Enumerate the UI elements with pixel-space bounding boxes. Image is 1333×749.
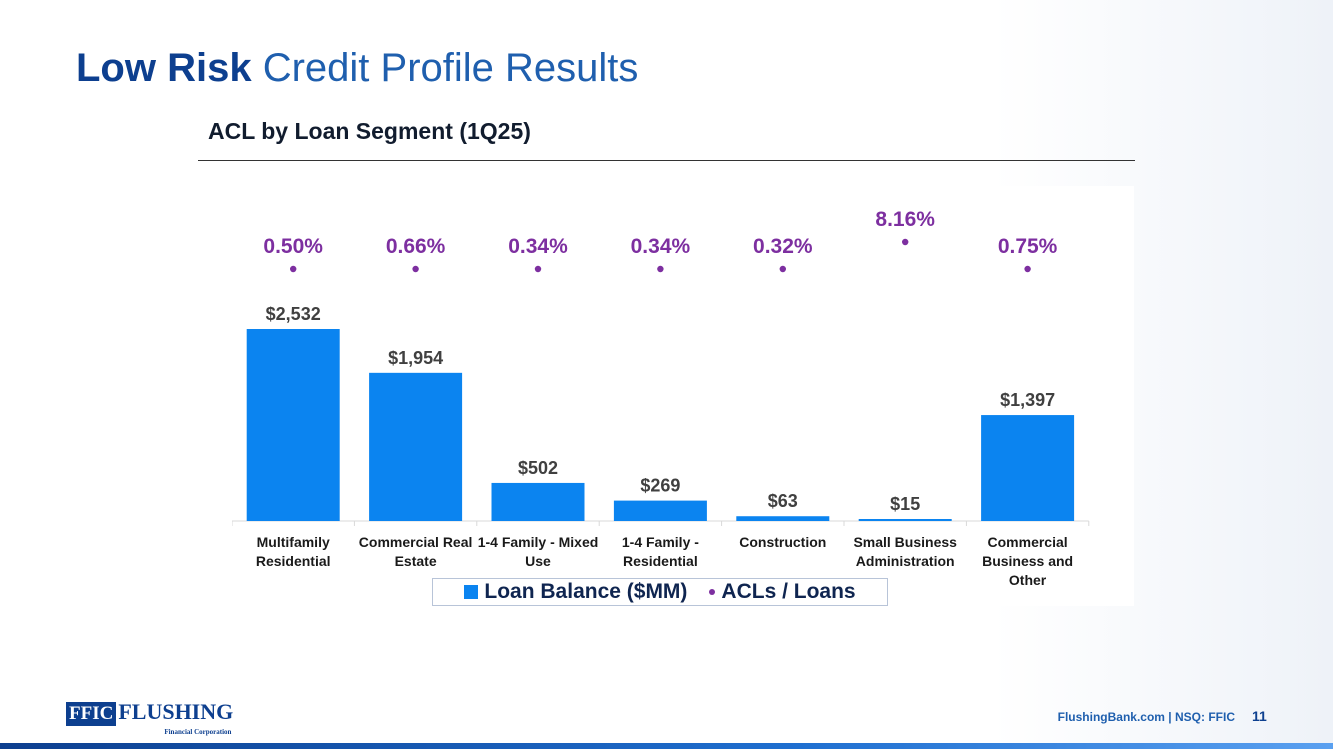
- bar-value-label: $1,954: [388, 348, 443, 368]
- chart-legend: Loan Balance ($MM) ACLs / Loans: [432, 578, 888, 606]
- logo-name: FLUSHING Financial Corporation: [118, 699, 234, 737]
- bar-value-label: $1,397: [1000, 390, 1055, 410]
- acl-value-label: 0.32%: [753, 235, 813, 258]
- category-label: Small Business: [853, 534, 957, 550]
- bar-value-label: $15: [890, 494, 920, 514]
- legend-item-acl: ACLs / Loans: [709, 580, 856, 604]
- bar-5: [736, 516, 830, 521]
- subtitle-divider: [198, 160, 1135, 161]
- bar-1: [246, 329, 340, 521]
- bar-6: [858, 519, 952, 521]
- chart-subtitle: ACL by Loan Segment (1Q25): [208, 118, 531, 144]
- acl-point-1: [290, 265, 297, 273]
- legend-label-acl: ACLs / Loans: [721, 580, 856, 603]
- footer-text: FlushingBank.com | NSQ: FFIC: [1057, 710, 1235, 724]
- category-label: Estate: [395, 553, 437, 569]
- chart-panel: $2,532 0.50% Multifamily Residential $1,954 0…: [232, 186, 1134, 606]
- category-label: Commercial: [988, 534, 1068, 550]
- category-label: Other: [1009, 572, 1047, 588]
- logo-box: FFIC: [66, 702, 117, 726]
- acl-value-label: 0.66%: [386, 235, 446, 258]
- page-number: 11: [1252, 708, 1267, 724]
- acl-value-label: 8.16%: [875, 208, 935, 231]
- company-logo: FFIC FLUSHING Financial Corporation: [66, 699, 234, 737]
- acl-value-label: 0.50%: [263, 235, 323, 258]
- logo-wordmark: FLUSHING: [118, 699, 234, 724]
- bar-value-label: $502: [518, 458, 558, 478]
- acl-value-label: 0.75%: [998, 235, 1058, 258]
- title-rest: Credit Profile Results: [251, 46, 639, 90]
- acl-chart: $2,532 0.50% Multifamily Residential $1,954 0…: [232, 208, 1090, 588]
- bar-value-label: $2,532: [266, 304, 321, 324]
- logo-tagline: Financial Corporation: [164, 728, 232, 736]
- category-label: Commercial Real: [359, 534, 473, 550]
- bar-value-label: $269: [640, 476, 680, 496]
- category-label: Residential: [623, 553, 698, 569]
- category-label: Business and: [982, 553, 1073, 569]
- acl-point-3: [534, 265, 542, 273]
- category-label: 1-4 Family -: [622, 534, 699, 550]
- bar-4: [613, 500, 707, 521]
- acl-point-7: [1024, 265, 1031, 273]
- legend-item-balance: Loan Balance ($MM): [464, 580, 687, 604]
- acl-point-4: [657, 265, 664, 273]
- category-label: Residential: [256, 553, 331, 569]
- acl-point-5: [779, 265, 786, 273]
- acl-value-label: 0.34%: [508, 235, 568, 258]
- acl-value-label: 0.34%: [631, 235, 691, 258]
- page-title: Low Risk Credit Profile Results: [76, 44, 638, 92]
- legend-bar-swatch: [464, 585, 479, 599]
- category-label: Use: [525, 553, 551, 569]
- legend-label-balance: Loan Balance ($MM): [484, 580, 688, 603]
- acl-point-6: [902, 238, 909, 246]
- bar-7: [981, 415, 1075, 521]
- category-label: Administration: [856, 553, 955, 569]
- category-label: 1-4 Family - Mixed: [478, 534, 599, 550]
- bottom-accent-bar: [0, 743, 1333, 749]
- category-label: Construction: [739, 534, 826, 550]
- bar-2: [369, 372, 463, 521]
- category-label: Multifamily: [257, 534, 330, 550]
- title-emphasis: Low Risk: [76, 46, 252, 90]
- legend-dot-swatch: [709, 589, 716, 595]
- bar-3: [491, 482, 585, 521]
- acl-point-2: [412, 265, 419, 273]
- bar-value-label: $63: [768, 491, 798, 511]
